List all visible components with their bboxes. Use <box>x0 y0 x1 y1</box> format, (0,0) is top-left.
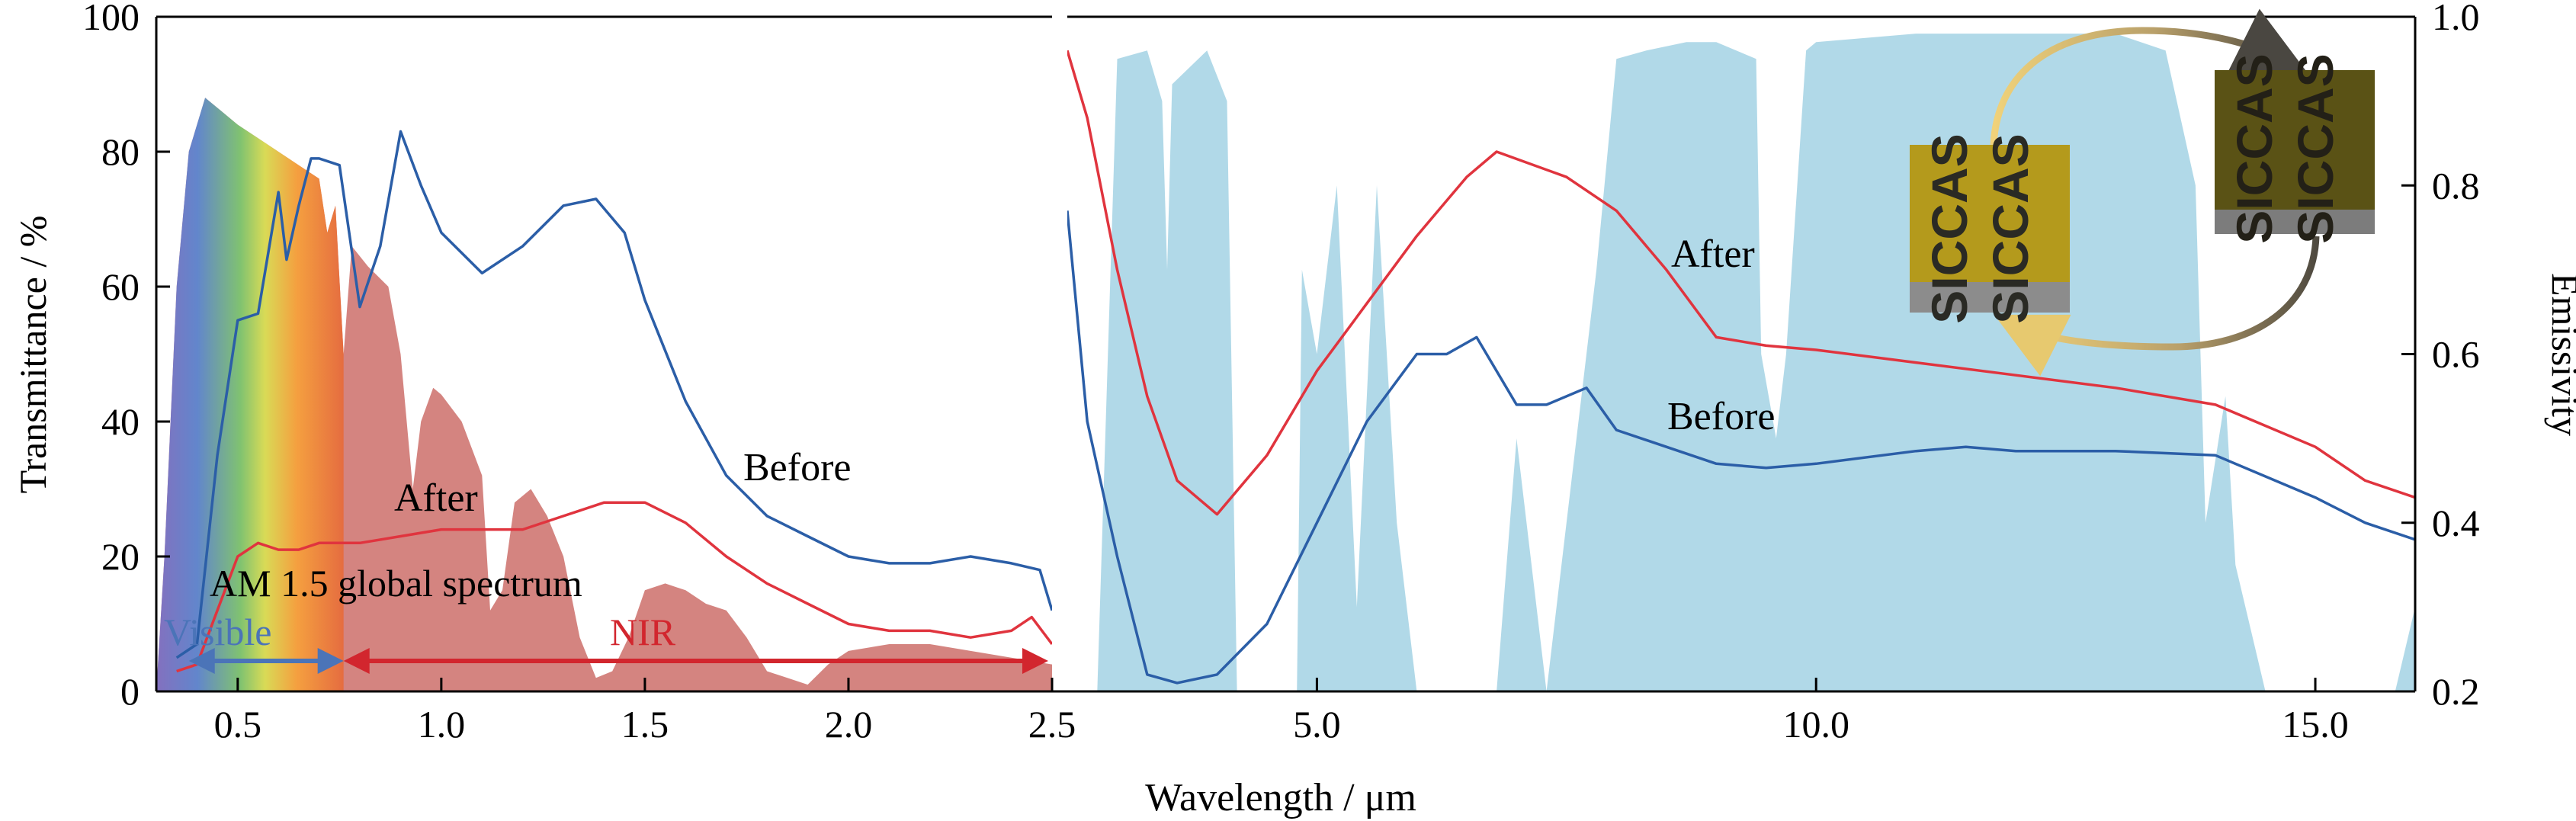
visible-label: Visible <box>164 611 271 653</box>
left-y-tick-label: 20 <box>101 535 140 578</box>
right-series-after <box>1067 50 2415 516</box>
cycle-arrow-top <box>1990 8 2306 146</box>
sample-photo-after: SICCAS SICCAS <box>2215 53 2375 244</box>
left-y-tick-label: 0 <box>120 670 140 713</box>
left-y-tick-label: 80 <box>101 130 140 173</box>
wavelength-range-arrows <box>188 648 1048 674</box>
axes-frames <box>155 15 2417 693</box>
visible-spectrum-area <box>156 98 344 691</box>
right-y-tick-label: 0.2 <box>2432 670 2480 713</box>
nir-label: NIR <box>610 611 676 653</box>
right-series-group <box>1067 50 2415 685</box>
left-y-tick-label: 60 <box>101 265 140 308</box>
left-series-before <box>175 130 1052 659</box>
sample-photo-inset: SICCAS SICCAS SICCAS SICCAS <box>1910 8 2375 377</box>
right-x-tick-label: 10.0 <box>1782 703 1849 746</box>
nir-range-arrow <box>343 648 1048 674</box>
atmospheric-window-area <box>1067 34 2415 691</box>
left-after-label: After <box>394 476 478 520</box>
left-x-tick-label: 1.5 <box>621 703 669 746</box>
sample-photo-text-left: SICCAS <box>1921 133 1978 323</box>
sample-photo-text-right: SICCAS <box>1982 133 2039 323</box>
right-x-tick-label: 15.0 <box>2282 703 2349 746</box>
right-y-tick-label: 1.0 <box>2432 0 2480 38</box>
left-x-tick-label: 2.5 <box>1028 703 1076 746</box>
visible-range-arrow <box>188 648 344 674</box>
axis-ticks: 0 20 40 60 80 100 0.5 1.0 1.5 2.0 2.5 0.2 0.4 0.6 0.8 1… <box>82 0 2480 746</box>
sample-photo-text-right-dark: SICCAS <box>2287 53 2343 243</box>
am15-label: AM 1.5 global spectrum <box>210 562 582 605</box>
right-x-tick-label: 5.0 <box>1293 703 1341 746</box>
left-y-tick-label: 100 <box>82 0 140 38</box>
right-y-tick-label: 0.4 <box>2432 502 2480 544</box>
am15-spectrum-area <box>156 98 1052 691</box>
left-y-axis-label: Transmittance / % <box>11 216 54 494</box>
right-y-axis-label: Emissivity <box>2544 273 2576 436</box>
right-before-label: Before <box>1667 395 1775 438</box>
left-series-after <box>176 501 1052 673</box>
left-before-label: Before <box>743 446 851 489</box>
right-series-before <box>1067 210 2415 685</box>
sample-photo-text-left-dark: SICCAS <box>2226 53 2282 243</box>
atmospheric-window-fill <box>1067 34 2415 691</box>
nir-range-arrow-head-left <box>343 648 370 674</box>
nir-range-arrow-head-right <box>1022 648 1048 674</box>
right-after-label: After <box>1671 233 1755 276</box>
left-x-tick-label: 2.0 <box>825 703 873 746</box>
cycle-arrow-bottom <box>1994 236 2320 377</box>
right-y-tick-label: 0.8 <box>2432 164 2480 207</box>
left-x-tick-label: 1.0 <box>418 703 466 746</box>
visible-range-arrow-head-right <box>317 648 344 674</box>
x-axis-label: Wavelength / μm <box>1145 776 1416 819</box>
sample-photo-before: SICCAS SICCAS <box>1910 133 2070 324</box>
left-y-tick-label: 40 <box>101 400 140 443</box>
left-series-group <box>175 130 1052 673</box>
visible-range-arrow-head-left <box>188 648 215 674</box>
am15-spectrum-fill <box>156 98 1052 691</box>
right-y-tick-label: 0.6 <box>2432 333 2480 376</box>
left-x-tick-label: 0.5 <box>214 703 262 746</box>
